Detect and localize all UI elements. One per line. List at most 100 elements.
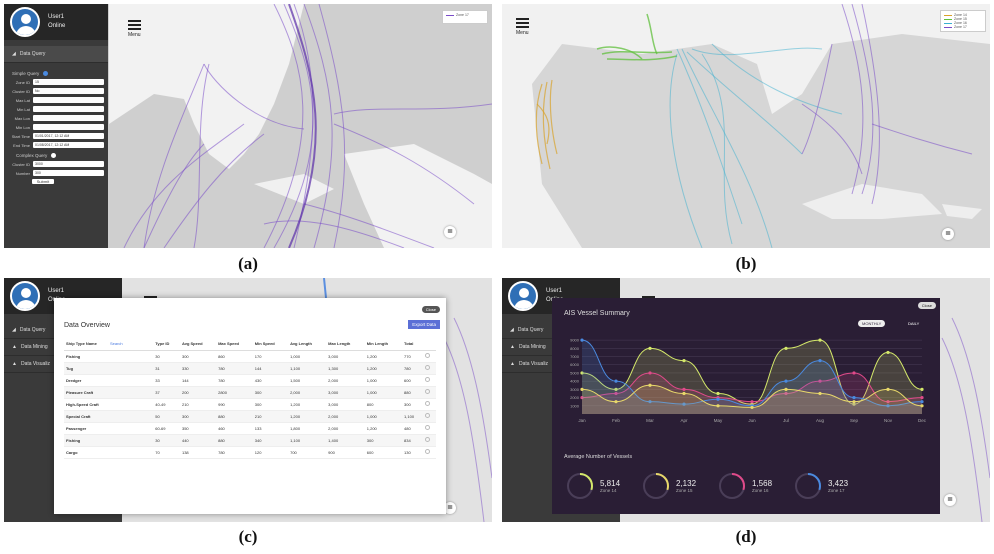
monthly-toggle[interactable]: MONTHLY: [858, 320, 886, 327]
data-point[interactable]: [784, 346, 788, 350]
row-select-radio[interactable]: [422, 350, 436, 363]
data-point[interactable]: [852, 400, 856, 404]
row-select-radio[interactable]: [422, 362, 436, 375]
data-point[interactable]: [614, 391, 618, 396]
data-point[interactable]: [920, 404, 924, 408]
min-lon-input[interactable]: [33, 124, 104, 130]
menu-button-b[interactable]: Menu: [516, 18, 529, 36]
data-point[interactable]: [784, 391, 788, 396]
nav-data-mining-label: Data Mining: [518, 344, 546, 350]
end-time-input[interactable]: 01/08/2017, 12:12 AM: [33, 142, 104, 148]
row-select-radio[interactable]: [422, 374, 436, 387]
y-tick-label: 2000: [570, 395, 580, 400]
data-point[interactable]: [716, 391, 720, 396]
layers-button[interactable]: ≣: [444, 502, 456, 514]
layers-button[interactable]: ≣: [944, 494, 956, 506]
table-row[interactable]: High-Speed Craft 40-49 210 990 300 1,200 3,000…: [64, 398, 436, 411]
data-point[interactable]: [648, 383, 652, 387]
start-time-input[interactable]: 01/01/2017, 12:12 AM: [33, 133, 104, 139]
data-point[interactable]: [716, 397, 720, 401]
submit-button[interactable]: Submit: [32, 179, 54, 184]
row-select-radio[interactable]: [422, 386, 436, 399]
hamburger-icon: [516, 18, 529, 20]
table-cell: 1,200: [288, 398, 327, 411]
row-select-radio[interactable]: [422, 410, 436, 423]
data-point[interactable]: [716, 404, 720, 408]
number-input[interactable]: 300: [33, 170, 104, 176]
data-point[interactable]: [852, 402, 856, 406]
data-point[interactable]: [682, 402, 686, 406]
data-point[interactable]: [886, 387, 890, 391]
data-point[interactable]: [920, 387, 924, 391]
data-point[interactable]: [580, 371, 584, 375]
data-point[interactable]: [886, 350, 890, 355]
data-point[interactable]: [614, 379, 618, 383]
data-point[interactable]: [818, 379, 822, 383]
data-point[interactable]: [614, 387, 618, 391]
data-point[interactable]: [648, 371, 652, 375]
menu-button-a[interactable]: Menu: [128, 20, 141, 38]
data-point[interactable]: [784, 387, 788, 391]
data-point[interactable]: [614, 400, 618, 404]
row-select-radio[interactable]: [422, 446, 436, 459]
search-link[interactable]: Search: [109, 341, 123, 347]
table-row[interactable]: Fishing 30 440 880 340 1,100 1,400 300 834: [64, 434, 436, 447]
data-point[interactable]: [682, 391, 686, 396]
table-row[interactable]: Fishing 30 300 860 170 1,000 3,000 1,200 770: [64, 350, 436, 363]
data-point[interactable]: [648, 346, 652, 350]
zone-label: Zone 17: [828, 488, 845, 493]
nav-data-query[interactable]: ◢ Data Query: [4, 46, 108, 63]
data-point[interactable]: [920, 395, 924, 400]
nav-data-query-label: Data Query: [19, 51, 46, 57]
menu-button-d[interactable]: [642, 296, 655, 298]
max-lat-input[interactable]: [33, 97, 104, 103]
data-point[interactable]: [750, 400, 754, 404]
column-header: Min Speed: [252, 338, 289, 351]
complex-query-radio[interactable]: [51, 153, 57, 158]
data-point[interactable]: [886, 400, 890, 404]
simple-query-radio[interactable]: [43, 71, 49, 76]
data-point[interactable]: [580, 338, 584, 342]
data-point[interactable]: [886, 404, 890, 408]
layers-button[interactable]: ≣: [942, 228, 954, 240]
data-point[interactable]: [818, 338, 822, 342]
map-tracks-b: [502, 4, 990, 248]
data-point[interactable]: [682, 387, 686, 391]
menu-button-c[interactable]: [144, 296, 157, 298]
data-point[interactable]: [580, 387, 584, 391]
table-body: Fishing 30 300 860 170 1,000 3,000 1,200 770 Tug 3…: [64, 350, 436, 459]
daily-toggle[interactable]: DAILY: [908, 321, 920, 326]
data-point[interactable]: [784, 379, 788, 383]
data-point[interactable]: [682, 359, 686, 363]
table-row[interactable]: Special Craft 50 300 880 210 1,200 2,000 1,000 1…: [64, 410, 436, 423]
row-select-radio[interactable]: [422, 422, 436, 435]
map-canvas-b[interactable]: Zone 14 Zone 15 Zone 16 Zone 17 Menu ≣: [502, 4, 990, 248]
data-point[interactable]: [852, 395, 856, 400]
table-row[interactable]: Tug 31 330 780 144 1,100 1,300 1,200 780: [64, 362, 436, 375]
data-point[interactable]: [852, 371, 856, 375]
layers-button[interactable]: ≣: [444, 226, 456, 238]
table-row[interactable]: Dredger 33 144 780 430 1,500 2,000 1,000 600: [64, 374, 436, 387]
table-cell: 3,000: [326, 398, 365, 411]
table-cell: 144: [252, 362, 289, 375]
table-cell: 1,200: [364, 422, 403, 435]
zone-id-input[interactable]: 15: [33, 79, 104, 85]
table-row[interactable]: Passenger 60-69 350 460 133 1,800 2,000 1,200 48…: [64, 422, 436, 435]
close-button[interactable]: Close: [421, 306, 440, 313]
data-point[interactable]: [920, 400, 924, 404]
row-select-radio[interactable]: [422, 434, 436, 447]
data-point[interactable]: [818, 391, 822, 396]
close-button[interactable]: Close: [917, 302, 936, 309]
data-point[interactable]: [648, 400, 652, 404]
max-lon-input[interactable]: [33, 115, 104, 121]
complex-cluster-input[interactable]: 3000: [33, 161, 104, 167]
table-row[interactable]: Cargo 70 138 780 120 700 900 600 130: [64, 446, 436, 459]
table-row[interactable]: Pleasure Craft 37 200 2800 300 2,000 3,000 1,00…: [64, 386, 436, 399]
min-lat-input[interactable]: [33, 106, 104, 112]
data-point[interactable]: [818, 359, 822, 363]
data-point[interactable]: [750, 405, 754, 410]
row-select-radio[interactable]: [422, 398, 436, 411]
data-point[interactable]: [580, 395, 584, 400]
export-data-button[interactable]: Export Data: [408, 320, 440, 329]
cluster-id-input[interactable]: No: [33, 88, 104, 94]
